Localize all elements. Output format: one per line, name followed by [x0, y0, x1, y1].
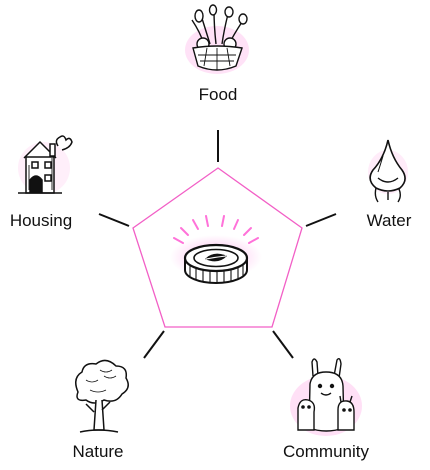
tree-icon [75, 359, 129, 433]
house-icon [18, 135, 73, 194]
node-label-housing: Housing [9, 211, 73, 230]
coin-icon [170, 215, 262, 284]
food-bowl-icon [185, 4, 249, 74]
spoke-community [272, 330, 294, 359]
node-label-food: Food [198, 85, 238, 104]
node-label-community: Community [283, 442, 369, 461]
water-drop-icon [368, 139, 408, 203]
community-creatures-icon [290, 357, 362, 436]
node-label-water: Water [366, 211, 412, 230]
spoke-nature [143, 330, 165, 359]
spoke-water [305, 213, 337, 227]
node-label-nature: Nature [72, 442, 124, 461]
spoke-housing [98, 213, 130, 227]
pentagon-shape [132, 167, 303, 328]
